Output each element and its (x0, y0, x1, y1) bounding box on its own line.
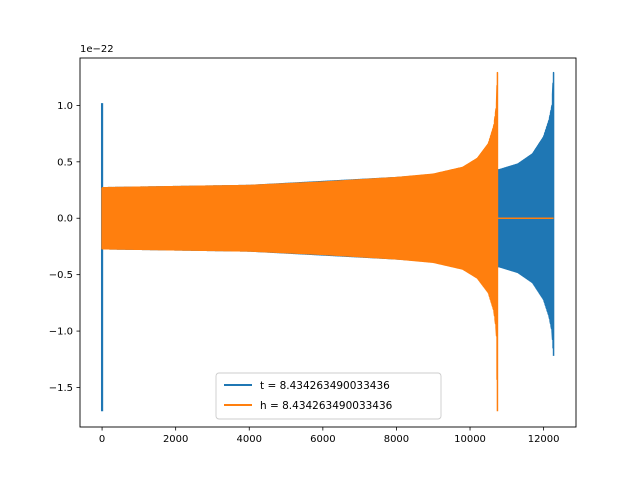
y-tick-label: 1.0 (57, 101, 73, 112)
y-tick-label: −0.5 (49, 270, 73, 281)
x-tick-label: 4000 (237, 434, 262, 445)
legend-label: h = 8.434263490033436 (260, 400, 393, 412)
axes-frame (79, 57, 577, 428)
y-tick-label: −1.5 (49, 383, 73, 394)
y-tick-label: 0.0 (57, 214, 73, 225)
y-tick-label: −1.0 (49, 327, 73, 338)
legend-label: t = 8.434263490033436 (260, 380, 390, 392)
y-axis: 1.0 0.5 0.0 −0.5 −1.0 −1.5 (49, 101, 80, 394)
plot-area (100, 71, 555, 412)
x-tick-label: 2000 (163, 434, 188, 445)
x-tick-label: 12000 (528, 434, 560, 445)
y-tick-label: 0.5 (57, 157, 73, 168)
x-axis: 0 2000 4000 6000 8000 10000 12000 (99, 427, 560, 445)
x-tick-label: 0 (99, 434, 105, 445)
series-line (101, 71, 499, 412)
series-h (101, 71, 554, 412)
x-tick-label: 8000 (384, 434, 409, 445)
legend-frame (215, 372, 442, 420)
x-tick-label: 10000 (454, 434, 486, 445)
y-offset-label: 1e−22 (80, 44, 114, 55)
x-tick-label: 6000 (310, 434, 335, 445)
legend: t = 8.434263490033436 h = 8.4342634900334… (215, 372, 442, 420)
series-layer (100, 71, 555, 412)
